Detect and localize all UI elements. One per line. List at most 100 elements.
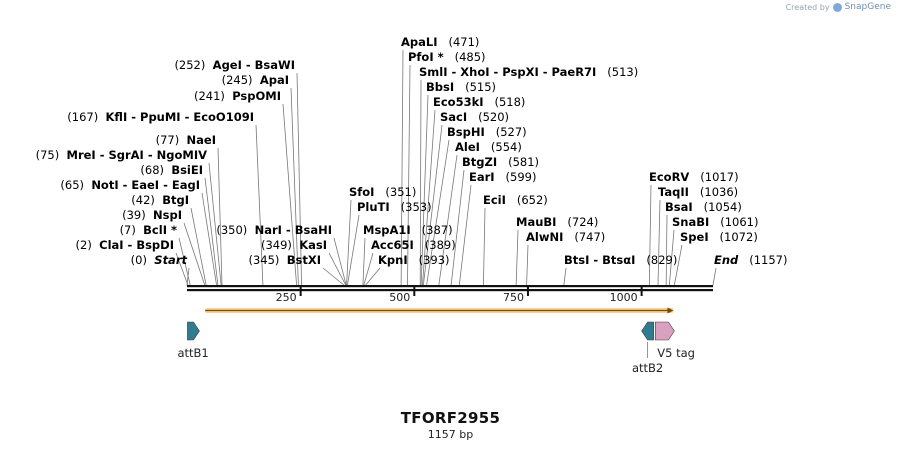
site-name: ApaLI <box>401 35 438 49</box>
site-label[interactable]: (42) BtgI <box>131 193 189 207</box>
site-label[interactable]: (350) NarI - BsaHI <box>216 223 332 237</box>
site-label[interactable]: EarI (599) <box>469 170 536 184</box>
snapgene-logo-icon <box>832 2 842 12</box>
site-leader <box>296 72 302 286</box>
site-label[interactable]: BtgZI (581) <box>462 155 539 169</box>
site-position: (518) <box>484 95 526 109</box>
site-leader <box>407 64 411 286</box>
site-label[interactable]: MspA1I (387) <box>363 223 453 237</box>
site-leader <box>204 177 219 286</box>
site-label[interactable]: (39) NspI <box>122 208 182 222</box>
site-leaders <box>175 49 717 286</box>
site-name: End <box>714 253 739 267</box>
site-position: (75) <box>36 148 67 162</box>
site-name: EciI <box>483 193 506 207</box>
site-leader <box>422 109 436 286</box>
site-label[interactable]: (68) BsiEI <box>140 163 203 177</box>
site-label[interactable]: EcoRV (1017) <box>649 170 739 184</box>
site-position: (485) <box>444 50 486 64</box>
site-label[interactable]: AleI (554) <box>455 140 522 154</box>
site-label[interactable]: BspHI (527) <box>447 125 527 139</box>
site-position: (245) <box>222 73 260 87</box>
site-name: KasI <box>299 238 327 252</box>
site-position: (599) <box>495 170 537 184</box>
site-label[interactable]: SmlI - XhoI - PspXI - PaeR7I (513) <box>419 65 638 79</box>
feature-v5-tag[interactable] <box>654 321 675 341</box>
site-label[interactable]: (0) Start <box>131 253 188 267</box>
site-leader <box>450 169 465 286</box>
site-label[interactable]: PluTI (353) <box>357 200 432 214</box>
site-label[interactable]: BbsI (515) <box>426 80 496 94</box>
site-label[interactable]: SfoI (351) <box>349 185 416 199</box>
site-label[interactable]: End (1157) <box>714 253 788 267</box>
site-leader <box>483 207 486 286</box>
site-label[interactable]: Eco53kI (518) <box>433 95 525 109</box>
site-leader <box>328 252 347 286</box>
site-label[interactable]: EciI (652) <box>483 193 548 207</box>
site-name: PfoI * <box>408 50 444 64</box>
site-position: (389) <box>414 238 456 252</box>
site-position: (351) <box>374 185 416 199</box>
site-label[interactable]: BsaI (1054) <box>665 200 742 214</box>
site-leader <box>190 207 207 286</box>
site-name: ApaI <box>260 73 289 87</box>
site-name: MauBI <box>516 215 556 229</box>
feature-attb1[interactable] <box>187 321 200 341</box>
site-label[interactable]: (65) NotI - EaeI - EagI <box>60 178 200 192</box>
site-label[interactable]: TaqII (1036) <box>658 185 738 199</box>
site-position: (581) <box>497 155 539 169</box>
feature-attb2[interactable] <box>641 321 654 341</box>
site-leader <box>400 49 404 286</box>
site-name: BspHI <box>447 125 485 139</box>
site-label[interactable]: (167) KflI - PpuMI - EcoO109I <box>67 110 254 124</box>
site-label[interactable]: BtsI - BtsαI (829) <box>564 253 677 267</box>
site-label[interactable]: ApaLI (471) <box>401 35 479 49</box>
site-label[interactable]: SpeI (1072) <box>680 230 758 244</box>
site-label[interactable]: SnaBI (1061) <box>672 215 759 229</box>
site-label[interactable]: (2) ClaI - BspDI <box>76 238 174 252</box>
site-leader <box>333 237 347 286</box>
site-name: AlwNI <box>526 230 563 244</box>
site-name: Start <box>154 253 187 267</box>
site-name: Acc65I <box>371 238 414 252</box>
site-name: EcoRV <box>649 170 689 184</box>
site-name: SmlI - XhoI - PspXI - PaeR7I <box>419 65 596 79</box>
site-label[interactable]: (349) KasI <box>261 238 327 252</box>
site-label[interactable]: (252) AgeI - BsaWI <box>174 58 295 72</box>
site-label[interactable]: (241) PspOMI <box>194 89 281 103</box>
site-label[interactable]: MauBI (724) <box>516 215 598 229</box>
site-label[interactable]: (7) BclI * <box>120 223 177 237</box>
site-leader <box>438 154 458 286</box>
backbone <box>187 285 713 292</box>
feature-label: attB1 <box>177 346 208 360</box>
tick-label: 750 <box>503 291 524 304</box>
ruler-ticks: 250 500 750 1000 <box>276 285 643 304</box>
site-name: EarI <box>469 170 495 184</box>
feature-label: V5 tag <box>657 346 695 360</box>
site-leader <box>648 184 652 286</box>
site-name: BsiEI <box>171 163 203 177</box>
site-position: (349) <box>261 238 299 252</box>
site-label[interactable]: (245) ApaI <box>222 73 289 87</box>
site-leader <box>346 199 352 286</box>
site-label[interactable]: (75) MreI - SgrAI - NgoMIV <box>36 148 208 162</box>
site-label[interactable]: Acc65I (389) <box>371 238 456 252</box>
site-position: (554) <box>480 140 522 154</box>
feature-label: attB2 <box>632 361 663 375</box>
sequence-map: (0) Start(2) ClaI - BspDI(7) BclI *(39) … <box>36 35 788 375</box>
site-label[interactable]: SacI (520) <box>440 110 509 124</box>
site-label[interactable]: (345) BstXI <box>249 253 322 267</box>
site-label[interactable]: AlwNI (747) <box>526 230 605 244</box>
tick-mark <box>299 285 302 296</box>
site-label[interactable]: KpnI (393) <box>378 253 450 267</box>
snapgene-credit: Created by SnapGene <box>786 2 891 12</box>
site-position: (2) <box>76 238 100 252</box>
site-label[interactable]: PfoI * (485) <box>408 50 486 64</box>
site-leader <box>423 124 443 286</box>
site-label[interactable]: (77) NaeI <box>156 133 216 147</box>
site-leader <box>208 162 222 286</box>
site-leader <box>563 267 567 286</box>
site-name: AleI <box>455 140 480 154</box>
site-position: (1036) <box>689 185 738 199</box>
